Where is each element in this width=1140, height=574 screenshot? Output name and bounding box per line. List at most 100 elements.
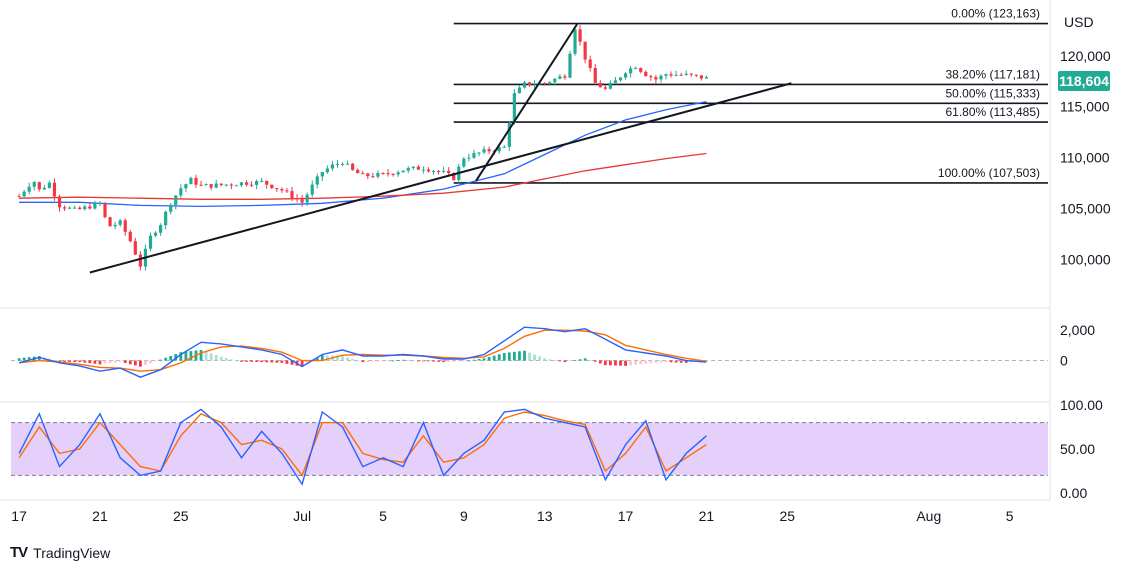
candle-up [553, 78, 557, 83]
macd-histogram-bar [649, 360, 653, 364]
candle-up [704, 77, 709, 79]
time-axis-tick: 5 [379, 508, 387, 524]
macd-histogram-bar [325, 355, 329, 361]
candle-down [275, 188, 279, 190]
candle-up [335, 163, 340, 165]
candle-up [189, 177, 193, 185]
candle-down [244, 182, 249, 185]
macd-histogram-bar [573, 360, 577, 361]
macd-histogram-bar [351, 359, 355, 361]
candle-up [47, 182, 52, 188]
candle-up [442, 170, 446, 172]
candle-up [558, 76, 562, 79]
candle-up [320, 172, 324, 177]
price-axis-tick: 105,000 [1060, 200, 1111, 216]
candle-down [416, 166, 420, 170]
macd-histogram-bar [224, 358, 228, 361]
macd-histogram-bar [113, 360, 117, 363]
candle-up [502, 146, 506, 148]
stoch-pane[interactable] [11, 408, 1048, 486]
macd-histogram-bar [603, 360, 607, 366]
fib-level-label: 100.00% (107,503) [938, 166, 1040, 180]
candle-down [62, 207, 67, 209]
macd-histogram-bar [68, 360, 72, 362]
macd-signal-line [19, 329, 707, 372]
macd-histogram-bar [290, 360, 294, 365]
candle-down [194, 177, 198, 185]
candle-up [93, 202, 97, 209]
candle-down [366, 173, 370, 177]
candle-up [255, 181, 259, 185]
macd-histogram-bar [27, 357, 31, 361]
price-pane[interactable]: 0.00% (123,163) 38.20% (117,181) 50.00% (1… [17, 7, 1048, 274]
macd-line [18, 326, 707, 378]
macd-histogram-bar [477, 359, 481, 361]
tradingview-watermark[interactable]: TV TradingView [10, 544, 110, 561]
macd-histogram-bar [305, 360, 309, 364]
macd-pane[interactable] [11, 326, 1048, 378]
candle-down [669, 74, 673, 76]
macd-histogram-bar [22, 357, 26, 361]
candle-down [128, 231, 132, 242]
macd-histogram-bar [199, 349, 203, 361]
macd-histogram-bar [614, 360, 617, 366]
fib-level-label: 61.80% (113,485) [945, 105, 1040, 119]
macd-histogram-bar [123, 360, 127, 363]
trendline [475, 23, 578, 182]
macd-histogram-bar [204, 351, 208, 361]
macd-histogram-bar [260, 360, 264, 363]
candle-down [265, 180, 269, 185]
candle-up [512, 93, 516, 123]
moving-average-fast [19, 100, 707, 208]
macd-histogram-bar [275, 360, 279, 363]
macd-axis-tick: 2,000 [1060, 322, 1095, 338]
candle-up [467, 157, 471, 159]
candle-down [361, 173, 365, 175]
stoch-axis-tick: 100.00 [1060, 397, 1103, 413]
macd-histogram-bar [83, 360, 87, 363]
candle-up [482, 149, 486, 153]
fib-level-label: 50.00% (115,333) [945, 86, 1040, 100]
macd-histogram-bar [320, 355, 324, 361]
candle-up [174, 195, 178, 205]
macd-histogram-bar [164, 357, 168, 361]
macd-histogram-bar [674, 360, 678, 363]
candle-down [229, 184, 233, 186]
candle-up [431, 171, 436, 173]
macd-histogram-bar [583, 358, 587, 361]
macd-histogram-bar [512, 351, 516, 361]
macd-histogram-bar [533, 354, 536, 361]
macd-histogram-bar [442, 360, 446, 363]
candle-down [381, 173, 385, 175]
macd-histogram-bar [619, 360, 622, 366]
candle-down [588, 59, 592, 69]
candle-down [436, 171, 441, 173]
candle-down [219, 183, 223, 186]
price-axis-tick: 110,000 [1060, 150, 1110, 166]
macd-histogram-bar [235, 360, 238, 362]
candle-up [22, 191, 26, 197]
candle-up [629, 68, 633, 74]
macd-histogram-bar [159, 359, 162, 361]
candle-up [214, 183, 218, 188]
candle-up [32, 182, 36, 187]
candle-down [543, 82, 547, 84]
candle-up [83, 206, 87, 210]
candle-up [239, 182, 244, 186]
macd-histogram-bar [437, 360, 440, 362]
candle-up [153, 232, 158, 236]
macd-histogram-bar [578, 359, 582, 361]
candle-up [517, 87, 522, 94]
candle-up [684, 73, 688, 75]
macd-histogram-bar [73, 360, 77, 362]
macd-histogram-bar [229, 359, 233, 361]
macd-histogram-bar [634, 360, 638, 365]
time-axis-tick: 5 [1006, 508, 1014, 524]
macd-histogram-bar [659, 360, 663, 363]
macd-histogram-bar [98, 360, 102, 365]
panel-frames [0, 0, 1051, 501]
candle-up [421, 169, 426, 171]
macd-histogram-bar [179, 352, 183, 361]
macd-histogram-bar [422, 360, 425, 362]
candle-up [224, 184, 228, 186]
